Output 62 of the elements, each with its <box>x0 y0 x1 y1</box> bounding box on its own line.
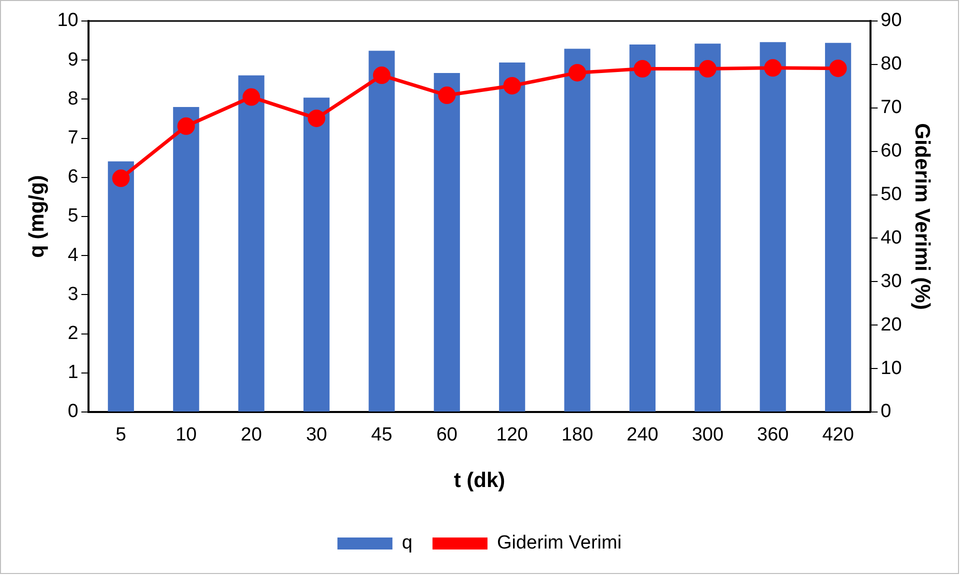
point <box>242 88 260 106</box>
x-tick-label: 300 <box>692 424 724 446</box>
bar <box>694 44 721 412</box>
x-tick-label: 180 <box>561 424 594 446</box>
point <box>308 110 326 128</box>
y-tick-label: 8 <box>68 88 78 110</box>
bar <box>108 161 134 412</box>
y-tick-label: 9 <box>68 49 78 70</box>
y2-tick-label: 60 <box>880 140 902 162</box>
y2-tick-label: 70 <box>880 97 902 118</box>
y-tick-label: 0 <box>68 401 78 422</box>
x-tick-label: 5 <box>116 424 126 446</box>
y-axis-title: q (mg/g) <box>25 175 48 258</box>
x-axis-title: t (dk) <box>454 469 506 492</box>
y2-tick-label: 80 <box>880 54 902 75</box>
legend-label: Giderim Verimi <box>496 532 622 554</box>
x-tick-label: 240 <box>626 424 658 446</box>
x-tick-label: 10 <box>176 424 197 446</box>
point <box>568 64 586 82</box>
y2-tick-label: 20 <box>880 314 902 336</box>
x-tick-label: 45 <box>371 424 392 446</box>
bar <box>434 73 460 412</box>
y-tick-label: 5 <box>68 206 78 227</box>
point <box>372 66 390 84</box>
bar <box>760 42 786 412</box>
y-tick-label: 10 <box>57 10 78 32</box>
y-tick-label: 7 <box>68 128 78 149</box>
x-tick-label: 420 <box>822 424 854 446</box>
bar <box>825 42 852 412</box>
y2-axis-title: Giderim Verimi (%) <box>910 123 934 310</box>
x-tick-label: 30 <box>306 424 328 446</box>
y-tick-label: 3 <box>68 284 78 305</box>
point <box>177 117 195 135</box>
bar <box>629 44 656 412</box>
x-tick-label: 360 <box>757 424 789 446</box>
y2-tick-label: 90 <box>880 10 902 32</box>
bar <box>303 98 330 412</box>
legend-label: q <box>402 532 413 554</box>
y-tick-label: 4 <box>68 244 79 266</box>
x-tick-label: 120 <box>496 424 528 446</box>
bar <box>368 50 395 412</box>
y2-tick-label: 30 <box>880 270 902 292</box>
y-tick-label: 2 <box>68 323 78 344</box>
x-tick-label: 60 <box>436 424 458 446</box>
point <box>698 60 716 78</box>
point <box>503 76 521 94</box>
bar <box>564 48 590 412</box>
point <box>438 86 456 104</box>
bar <box>238 75 264 412</box>
y2-tick-label: 50 <box>880 184 902 206</box>
bar <box>499 62 526 412</box>
point <box>764 59 782 77</box>
point <box>634 60 652 78</box>
point <box>112 170 130 188</box>
y2-tick-label: 0 <box>880 401 892 422</box>
y-tick-label: 1 <box>68 362 78 384</box>
y-tick-label: 6 <box>68 166 78 188</box>
y2-tick-label: 10 <box>880 358 902 379</box>
y2-tick-label: 40 <box>880 227 902 248</box>
bar <box>173 107 200 412</box>
x-tick-label: 20 <box>240 424 262 446</box>
point <box>829 60 847 78</box>
